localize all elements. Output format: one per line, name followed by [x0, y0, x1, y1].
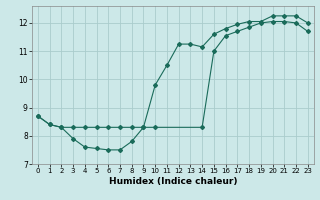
X-axis label: Humidex (Indice chaleur): Humidex (Indice chaleur)	[108, 177, 237, 186]
